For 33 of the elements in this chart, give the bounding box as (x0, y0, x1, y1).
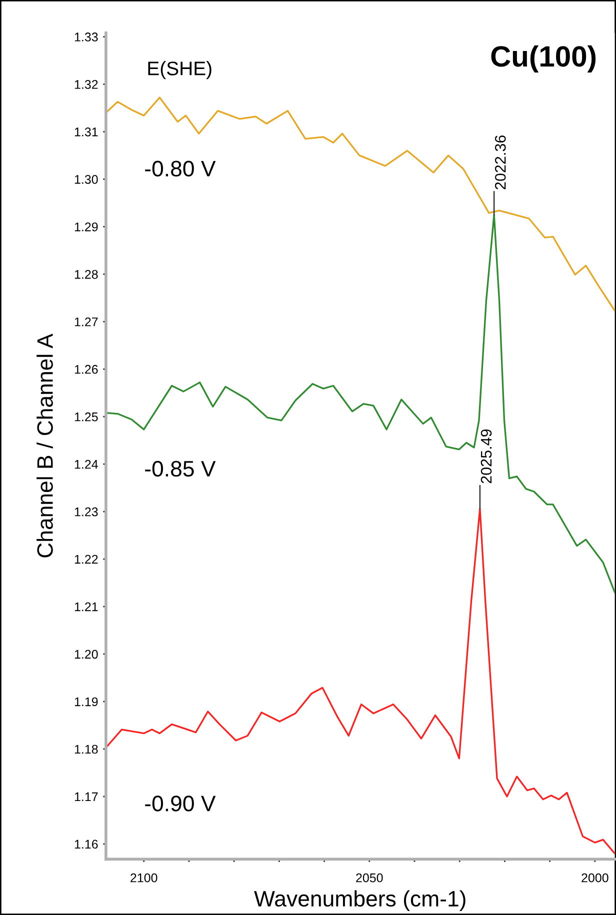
y-tick-label: 1.25 (74, 412, 98, 422)
x-tick-label: 2050 (356, 873, 383, 882)
x-axis-title: Wavenumbers (cm-1) (254, 890, 466, 911)
line-series (106, 508, 615, 854)
y-tick-label: 1.21 (74, 602, 98, 612)
chart-title: Cu(100) (491, 45, 596, 73)
y-tick-label: 1.17 (74, 792, 98, 802)
y-tick-label: 1.24 (74, 460, 98, 469)
x-tick-label: 2100 (130, 873, 158, 882)
y-tick-label: 1.26 (74, 364, 98, 374)
text: -0.90 V (145, 796, 216, 812)
y-tick-label: 1.30 (74, 174, 98, 184)
line-series (106, 214, 615, 594)
y-tick-label: 1.20 (74, 650, 98, 659)
annotation: 2022.36 (494, 135, 506, 190)
y-tick-label: 1.29 (74, 222, 98, 232)
y-tick-label: 1.23 (74, 507, 98, 516)
y-tick-label: 1.18 (74, 744, 98, 754)
y-tick-label: 1.28 (74, 270, 98, 279)
annotation: 2025.49 (480, 429, 492, 484)
y-tick-label: 1.31 (74, 128, 98, 136)
y-tick-label: 1.19 (74, 697, 98, 706)
y-tick-label: 1.16 (74, 840, 98, 849)
y-axis-title: Channel B / Channel A (36, 334, 53, 558)
x-tick-label: 2000 (582, 873, 608, 882)
series-label: -0.85 V (145, 460, 216, 477)
y-tick-label: 1.27 (74, 317, 98, 326)
y-tick-label: 1.22 (74, 554, 98, 564)
y-tick-label: 1.33 (74, 32, 98, 42)
series-label: -0.80 V (145, 160, 216, 177)
annotation: E(SHE) (148, 61, 212, 80)
line-series (106, 96, 615, 312)
y-tick-label: 1.32 (74, 80, 98, 89)
